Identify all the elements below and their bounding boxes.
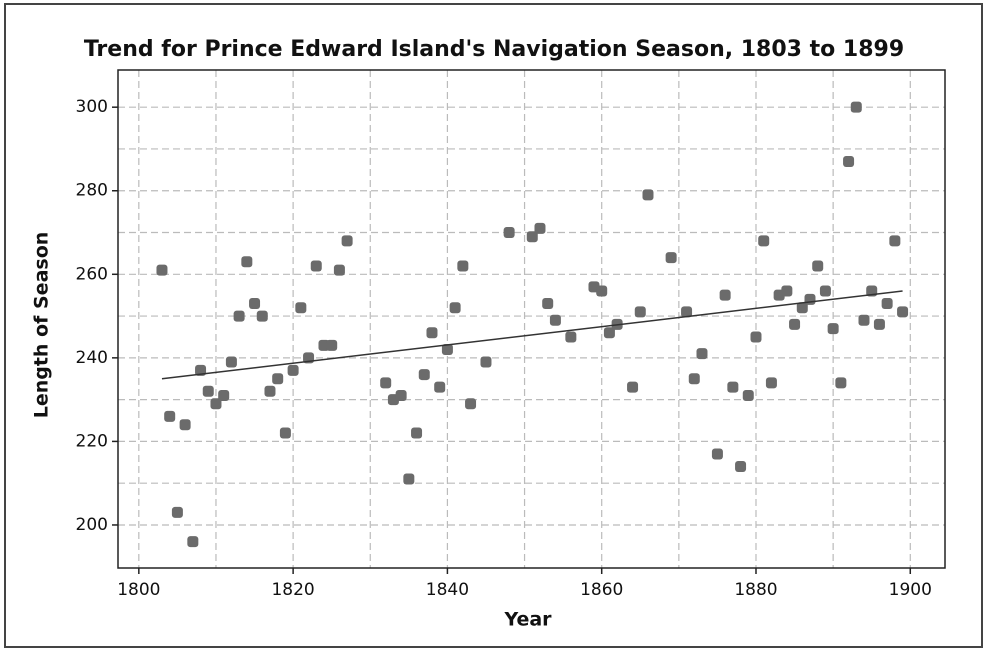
point xyxy=(765,377,777,389)
point xyxy=(819,285,831,297)
x-tick-label: 1820 xyxy=(271,580,314,600)
point xyxy=(465,398,477,410)
point xyxy=(827,323,839,335)
point xyxy=(480,356,492,368)
point xyxy=(603,327,615,339)
point xyxy=(202,385,214,397)
point xyxy=(503,227,515,239)
point xyxy=(187,536,199,548)
x-tick-label: 1800 xyxy=(117,580,160,600)
point xyxy=(858,314,870,326)
point xyxy=(256,310,268,322)
point xyxy=(218,389,230,401)
point xyxy=(434,381,446,393)
point xyxy=(873,318,885,330)
y-tick-label: 260 xyxy=(76,264,108,284)
point xyxy=(272,373,284,385)
point xyxy=(264,385,276,397)
y-axis-label: Length of Season xyxy=(31,232,53,419)
y-tick-label: 300 xyxy=(76,97,108,117)
point xyxy=(688,373,700,385)
point xyxy=(665,252,677,264)
point xyxy=(534,222,546,234)
x-axis-label: Year xyxy=(503,609,552,631)
point xyxy=(642,189,654,201)
y-tick-label: 200 xyxy=(76,515,108,535)
point xyxy=(565,331,577,343)
point xyxy=(287,364,299,376)
x-tick-label: 1840 xyxy=(426,580,469,600)
point xyxy=(333,264,345,276)
point xyxy=(796,302,808,314)
point xyxy=(627,381,639,393)
point xyxy=(179,419,191,431)
point xyxy=(341,235,353,247)
point xyxy=(395,389,407,401)
point xyxy=(789,318,801,330)
y-tick-label: 220 xyxy=(76,431,108,451)
point xyxy=(295,302,307,314)
point xyxy=(549,314,561,326)
point xyxy=(380,377,392,389)
point xyxy=(881,298,893,310)
point xyxy=(897,306,909,318)
point xyxy=(225,356,237,368)
point xyxy=(210,398,222,410)
point xyxy=(843,155,855,167)
point xyxy=(696,348,708,360)
y-tick-label: 280 xyxy=(76,181,108,201)
point xyxy=(326,339,338,351)
point xyxy=(426,327,438,339)
point xyxy=(727,381,739,393)
point xyxy=(596,285,608,297)
point xyxy=(742,389,754,401)
chart-title: Trend for Prince Edward Island's Navigat… xyxy=(84,37,904,62)
point xyxy=(241,256,253,268)
trend-line xyxy=(161,290,903,380)
point xyxy=(781,285,793,297)
point xyxy=(634,306,646,318)
x-tick-label: 1860 xyxy=(580,580,623,600)
point xyxy=(812,260,824,272)
point xyxy=(526,231,538,243)
point xyxy=(164,410,176,422)
x-tick-label: 1900 xyxy=(889,580,932,600)
point xyxy=(418,369,430,381)
point xyxy=(681,306,693,318)
point xyxy=(411,427,423,439)
point xyxy=(310,260,322,272)
point xyxy=(758,235,770,247)
point xyxy=(441,343,453,355)
point xyxy=(542,298,554,310)
point xyxy=(804,293,816,305)
point xyxy=(457,260,469,272)
point xyxy=(835,377,847,389)
point xyxy=(719,289,731,301)
point xyxy=(750,331,762,343)
frame xyxy=(4,3,983,648)
point xyxy=(249,298,261,310)
point xyxy=(735,460,747,472)
x-tick-label: 1880 xyxy=(734,580,777,600)
point xyxy=(449,302,461,314)
point xyxy=(403,473,415,485)
point xyxy=(889,235,901,247)
y-tick-label: 240 xyxy=(76,348,108,368)
plot-frame xyxy=(117,69,946,569)
point xyxy=(711,448,723,460)
point xyxy=(279,427,291,439)
point xyxy=(156,264,168,276)
point xyxy=(850,101,862,113)
point xyxy=(171,506,183,518)
point xyxy=(233,310,245,322)
